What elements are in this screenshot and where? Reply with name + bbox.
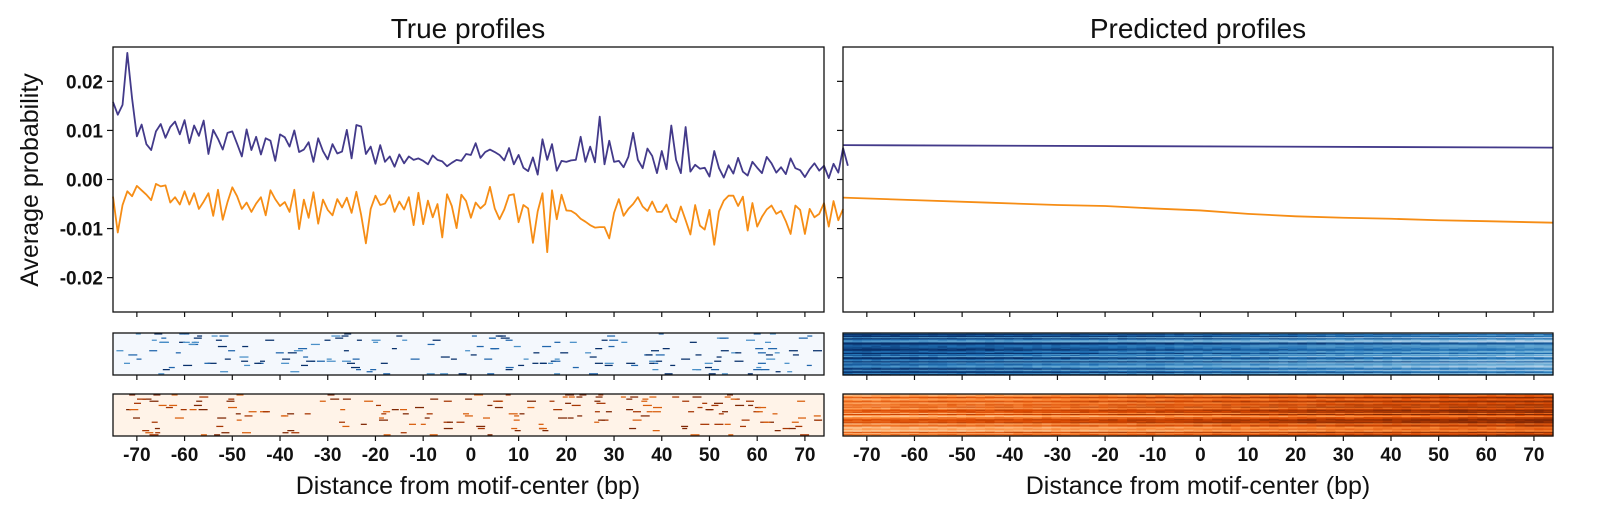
true-profiles-plot (112, 46, 849, 313)
x-tick-label: 40 (651, 445, 672, 466)
series-line-positive-true (112, 51, 849, 179)
x-tick-label: 30 (1333, 445, 1354, 466)
plot-frame (112, 46, 825, 313)
chart-title-true-profiles: True profiles (391, 13, 546, 44)
heatmap-frame (842, 393, 1554, 437)
heatmap-background (113, 333, 824, 375)
y-tick-label: 0.00 (66, 171, 103, 192)
heatmap-frame (112, 332, 825, 376)
x-tick-label: 50 (1428, 445, 1449, 466)
x-tick-label: -70 (853, 445, 880, 466)
x-axis-label-right: Distance from motif-center (bp) (1026, 472, 1371, 500)
x-tick-label: 60 (1476, 445, 1497, 466)
x-tick-label: 30 (603, 445, 624, 466)
x-tick-label: -10 (409, 445, 436, 466)
x-tick-label: 50 (699, 445, 720, 466)
x-tick-label: -60 (171, 445, 198, 466)
x-tick-label: -20 (1091, 445, 1118, 466)
x-tick-label: -30 (314, 445, 341, 466)
x-tick-label: -50 (948, 445, 975, 466)
series-line-positive-predicted (842, 144, 1554, 149)
true-positive-strand-heatmap (112, 332, 825, 376)
x-axis-label-left: Distance from motif-center (bp) (296, 472, 641, 500)
x-tick-label: -10 (1139, 445, 1166, 466)
series-line-negative-predicted (842, 196, 1554, 224)
predicted-negative-strand-heatmap (842, 393, 1554, 437)
x-tick-label: -50 (219, 445, 246, 466)
y-axis-label: Average probability (16, 73, 44, 287)
x-tick-label: 10 (1237, 445, 1258, 466)
axis-ticks: 0.02 0.01 0.00 -0.01 -0.02 -70 -60 -50 -40 -30 -20… (60, 72, 1545, 466)
x-tick-label: 0 (1195, 445, 1206, 466)
true-negative-strand-heatmap (112, 393, 825, 437)
y-tick-label: 0.02 (66, 72, 103, 93)
x-tick-label: 70 (794, 445, 815, 466)
x-tick-label: 70 (1523, 445, 1544, 466)
heatmap-background (113, 394, 824, 436)
x-tick-label: -30 (1044, 445, 1071, 466)
predicted-positive-strand-heatmap (842, 332, 1554, 376)
y-tick-label: -0.01 (60, 220, 104, 241)
x-tick-label: 10 (508, 445, 529, 466)
x-tick-label: 20 (556, 445, 577, 466)
x-tick-label: -60 (901, 445, 928, 466)
y-tick-label: -0.02 (60, 269, 103, 290)
series-line-negative-true (112, 183, 844, 254)
x-tick-label: 60 (747, 445, 768, 466)
x-tick-label: 0 (466, 445, 477, 466)
x-tick-label: -20 (362, 445, 389, 466)
plot-frame (842, 46, 1554, 313)
x-tick-label: -40 (996, 445, 1023, 466)
predicted-profiles-plot (842, 46, 1554, 313)
chart-title-predicted-profiles: Predicted profiles (1090, 13, 1306, 44)
heatmap-frame (112, 393, 825, 437)
x-tick-label: -40 (266, 445, 293, 466)
x-tick-label: 20 (1285, 445, 1306, 466)
heatmap-frame (842, 332, 1554, 376)
x-tick-label: 40 (1380, 445, 1401, 466)
y-tick-label: 0.01 (66, 121, 103, 142)
x-tick-label: -70 (123, 445, 150, 466)
